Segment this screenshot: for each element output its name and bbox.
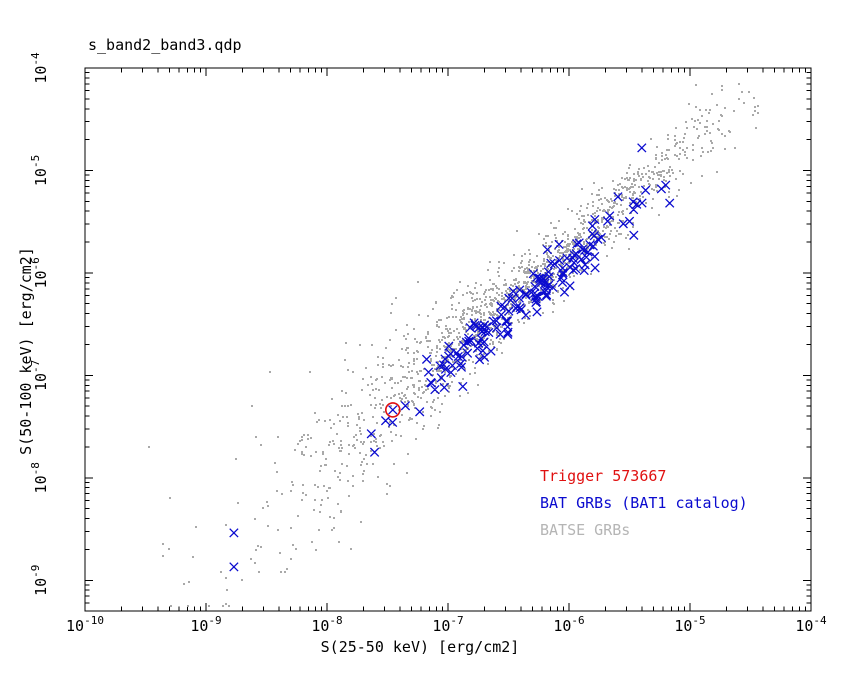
legend: Trigger 573667 BAT GRBs (BAT1 catalog) B… xyxy=(540,467,748,539)
legend-entry-trigger: Trigger 573667 xyxy=(540,467,666,485)
x-tick-label: 10-7 xyxy=(432,614,463,635)
x-tick-label: 10-8 xyxy=(311,614,342,635)
batse-points xyxy=(148,83,759,607)
plot-title: s_band2_band3.qdp xyxy=(88,36,242,54)
x-axis-label: S(25-50 keV) [erg/cm2] xyxy=(321,638,520,656)
y-axis-label: S(50-100 keV) [erg/cm2] xyxy=(17,247,35,455)
legend-entry-bat-grbs: BAT GRBs (BAT1 catalog) xyxy=(540,494,748,512)
plot-frame xyxy=(84,67,812,612)
x-tick-label: 10-4 xyxy=(795,614,827,635)
x-tick-label: 10-10 xyxy=(66,614,104,635)
x-tick-label: 10-9 xyxy=(190,614,221,635)
y-tick-label: 10-9 xyxy=(29,565,50,596)
y-tick-label: 10-4 xyxy=(29,52,50,84)
legend-entry-batse-grbs: BATSE GRBs xyxy=(540,521,630,539)
y-tick-label: 10-8 xyxy=(29,462,50,493)
frame-rect xyxy=(84,67,812,612)
y-tick-label: 10-5 xyxy=(29,155,50,186)
x-tick-label: 10-6 xyxy=(553,614,584,635)
batse-points-layer xyxy=(148,83,759,607)
bat-points-layer xyxy=(229,143,675,572)
y-tick-label: 10-6 xyxy=(29,257,50,288)
trigger-marker-layer xyxy=(384,402,401,418)
trigger-marker xyxy=(384,402,401,418)
y-tick-label: 10-7 xyxy=(29,360,50,391)
axis-tick-labels: 10-10 10-9 10-8 10-7 10-6 10-5 10-4 10-4 10-5 10-… xyxy=(29,52,827,635)
bat-points xyxy=(229,143,675,572)
x-tick-label: 10-5 xyxy=(674,614,705,635)
